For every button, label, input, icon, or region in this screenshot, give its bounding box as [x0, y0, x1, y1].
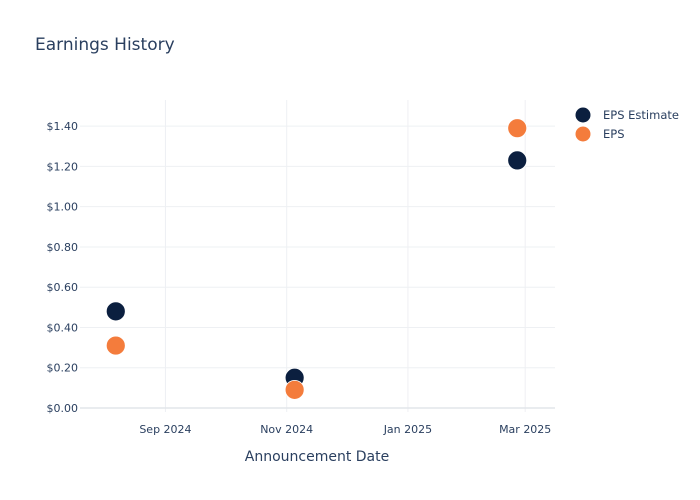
x-tick-label: Nov 2024 — [260, 423, 313, 436]
x-tick-label: Sep 2024 — [139, 423, 191, 436]
x-tick-label: Jan 2025 — [383, 423, 432, 436]
data-point-eps[interactable] — [284, 379, 305, 400]
y-tick-label: $0.20 — [47, 362, 79, 375]
x-axis-label: Announcement Date — [245, 449, 389, 465]
axis-layer: $0.00 $0.20 $0.40 $0.60 $0.80 $1.00 $1.20 $1.40… — [47, 120, 552, 436]
legend-item-eps-estimate[interactable]: EPS Estimate — [575, 107, 679, 123]
legend-label: EPS Estimate — [603, 108, 679, 122]
legend-label: EPS — [603, 127, 625, 141]
y-tick-label: $0.40 — [47, 321, 79, 334]
legend[interactable]: EPS Estimate EPS — [575, 107, 679, 142]
legend-marker — [575, 107, 591, 123]
y-tick-label: $0.00 — [47, 402, 79, 415]
y-tick-label: $1.40 — [47, 120, 79, 133]
x-tick-label: Mar 2025 — [499, 423, 551, 436]
legend-item-eps[interactable]: EPS — [575, 126, 625, 142]
data-point-eps-estimate[interactable] — [507, 150, 528, 171]
data-point-eps-estimate[interactable] — [105, 301, 126, 322]
legend-marker — [575, 126, 591, 142]
y-tick-label: $0.60 — [47, 281, 79, 294]
grid-layer — [80, 100, 555, 412]
data-point-eps[interactable] — [507, 118, 528, 139]
chart-title: Earnings History — [35, 35, 175, 55]
points-layer — [105, 118, 528, 400]
y-tick-label: $1.00 — [47, 201, 79, 214]
y-tick-label: $0.80 — [47, 241, 79, 254]
y-tick-label: $1.20 — [47, 160, 79, 173]
data-point-eps[interactable] — [105, 335, 126, 356]
